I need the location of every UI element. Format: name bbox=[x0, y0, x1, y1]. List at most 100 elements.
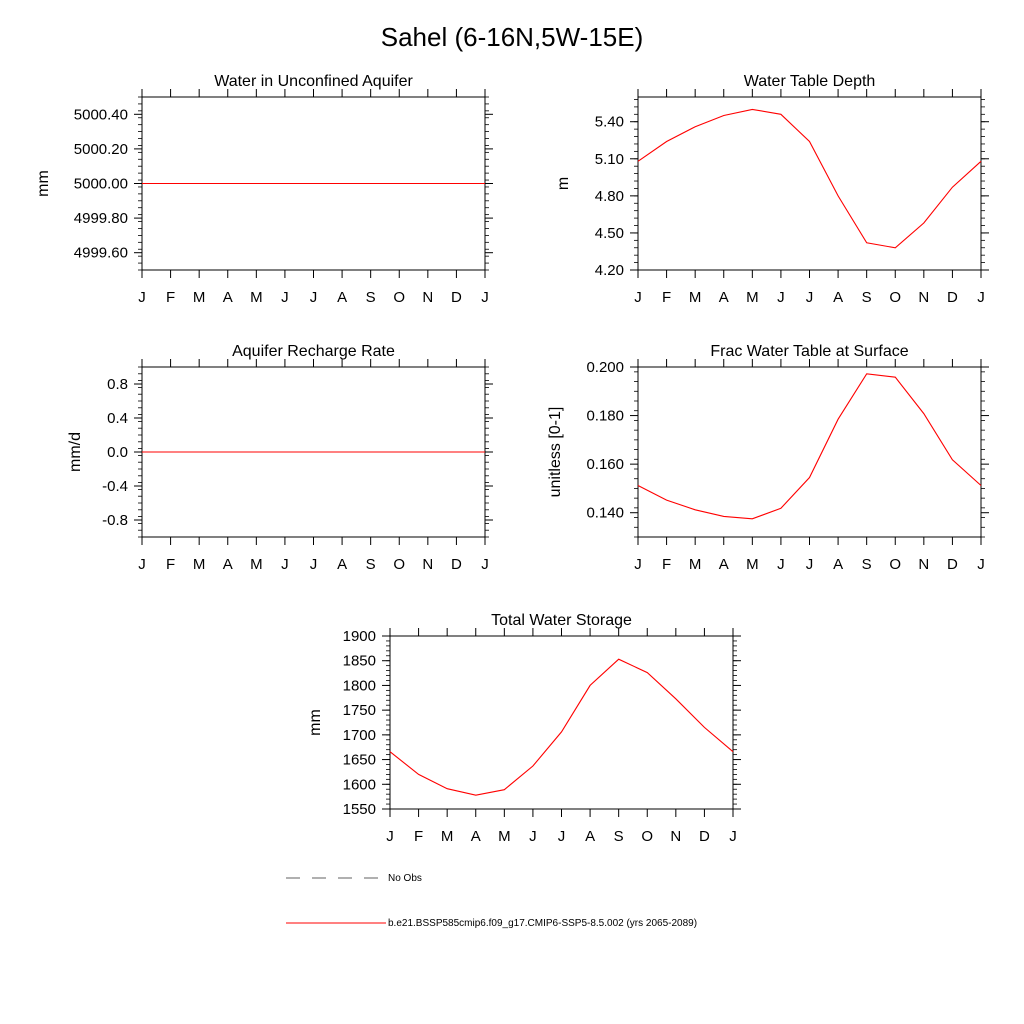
x-tick-label: N bbox=[918, 289, 929, 306]
y-tick-label: 4999.80 bbox=[74, 210, 128, 227]
y-tick-label: 5000.00 bbox=[74, 176, 128, 193]
x-tick-label: N bbox=[422, 556, 433, 573]
x-tick-label: O bbox=[393, 289, 405, 306]
y-axis-label: mm/d bbox=[67, 432, 84, 472]
x-tick-label: F bbox=[414, 828, 423, 845]
x-tick-label: A bbox=[833, 556, 843, 573]
x-tick-label: J bbox=[481, 289, 489, 306]
x-tick-label: N bbox=[918, 556, 929, 573]
y-tick-label: 1600 bbox=[343, 776, 376, 793]
legend-model-label: b.e21.BSSP585cmip6.f09_g17.CMIP6-SSP5-8.… bbox=[388, 917, 698, 929]
x-tick-label: M bbox=[689, 556, 702, 573]
y-tick-label: 4.80 bbox=[595, 188, 624, 205]
x-tick-label: J bbox=[777, 556, 785, 573]
y-tick-label: 1650 bbox=[343, 752, 376, 769]
x-tick-label: J bbox=[481, 556, 489, 573]
chart-title: Total Water Storage bbox=[491, 612, 632, 629]
x-tick-label: A bbox=[585, 828, 595, 845]
x-tick-label: A bbox=[337, 556, 347, 573]
x-tick-label: D bbox=[947, 556, 958, 573]
chart-title: Water Table Depth bbox=[744, 73, 876, 90]
y-tick-label: 0.180 bbox=[586, 408, 624, 425]
y-tick-label: 1550 bbox=[343, 801, 376, 818]
x-tick-label: J bbox=[977, 556, 985, 573]
x-tick-label: O bbox=[641, 828, 653, 845]
x-tick-label: D bbox=[947, 289, 958, 306]
x-tick-label: J bbox=[777, 289, 785, 306]
x-tick-label: A bbox=[719, 556, 729, 573]
chart-title: Water in Unconfined Aquifer bbox=[214, 73, 413, 90]
x-tick-label: J bbox=[310, 289, 318, 306]
y-tick-label: 4.50 bbox=[595, 225, 624, 242]
x-tick-label: J bbox=[558, 828, 566, 845]
y-tick-label: 1800 bbox=[343, 677, 376, 694]
y-tick-label: 1750 bbox=[343, 702, 376, 719]
legend-obs-label: No Obs bbox=[388, 872, 422, 884]
x-tick-label: J bbox=[634, 556, 642, 573]
x-tick-label: M bbox=[250, 289, 263, 306]
x-tick-label: J bbox=[281, 289, 289, 306]
x-tick-label: O bbox=[393, 556, 405, 573]
y-axis-label: mm bbox=[35, 170, 52, 197]
x-tick-label: A bbox=[719, 289, 729, 306]
y-tick-label: 5.40 bbox=[595, 114, 624, 131]
x-tick-label: O bbox=[889, 289, 901, 306]
x-tick-label: A bbox=[223, 556, 233, 573]
legend-obs-swatch bbox=[286, 877, 386, 879]
x-tick-label: J bbox=[806, 556, 814, 573]
x-tick-label: S bbox=[366, 556, 376, 573]
y-tick-label: 0.140 bbox=[586, 505, 624, 522]
plot-frame bbox=[389, 635, 734, 810]
x-tick-label: D bbox=[451, 556, 462, 573]
y-axis-label: unitless [0-1] bbox=[547, 407, 564, 498]
x-tick-label: F bbox=[662, 556, 671, 573]
x-tick-label: J bbox=[310, 556, 318, 573]
x-tick-label: D bbox=[699, 828, 710, 845]
y-tick-label: 5.10 bbox=[595, 151, 624, 168]
x-tick-label: S bbox=[366, 289, 376, 306]
x-tick-label: S bbox=[614, 828, 624, 845]
x-tick-label: M bbox=[689, 289, 702, 306]
x-tick-label: M bbox=[250, 556, 263, 573]
figure-title: Sahel (6-16N,5W-15E) bbox=[380, 22, 644, 52]
x-tick-label: A bbox=[337, 289, 347, 306]
x-tick-label: J bbox=[806, 289, 814, 306]
x-tick-label: D bbox=[451, 289, 462, 306]
x-tick-label: J bbox=[386, 828, 394, 845]
x-tick-label: S bbox=[862, 289, 872, 306]
y-tick-label: 0.8 bbox=[107, 376, 128, 393]
x-tick-label: M bbox=[746, 289, 759, 306]
x-tick-label: J bbox=[138, 556, 146, 573]
series-line-model bbox=[637, 108, 982, 249]
x-tick-label: J bbox=[729, 828, 737, 845]
y-tick-label: 1850 bbox=[343, 653, 376, 670]
y-tick-label: 0.0 bbox=[107, 444, 128, 461]
x-tick-label: M bbox=[441, 828, 454, 845]
y-tick-label: 1900 bbox=[343, 628, 376, 645]
y-tick-label: 0.200 bbox=[586, 359, 624, 376]
x-tick-label: M bbox=[193, 556, 206, 573]
x-tick-label: J bbox=[138, 289, 146, 306]
x-tick-label: M bbox=[498, 828, 511, 845]
x-tick-label: J bbox=[634, 289, 642, 306]
chart-title: Aquifer Recharge Rate bbox=[232, 343, 395, 360]
y-tick-label: 5000.20 bbox=[74, 141, 128, 158]
x-tick-label: F bbox=[166, 556, 175, 573]
x-tick-label: F bbox=[166, 289, 175, 306]
y-tick-label: 0.4 bbox=[107, 410, 128, 427]
x-tick-label: J bbox=[281, 556, 289, 573]
x-tick-label: M bbox=[746, 556, 759, 573]
legend-obs: No Obs bbox=[286, 871, 422, 885]
x-tick-label: A bbox=[471, 828, 481, 845]
y-tick-label: 1700 bbox=[343, 727, 376, 744]
series-line-model bbox=[389, 658, 734, 796]
x-tick-label: O bbox=[889, 556, 901, 573]
series-line-model bbox=[637, 373, 982, 520]
x-tick-label: N bbox=[422, 289, 433, 306]
y-tick-label: 4999.60 bbox=[74, 245, 128, 262]
